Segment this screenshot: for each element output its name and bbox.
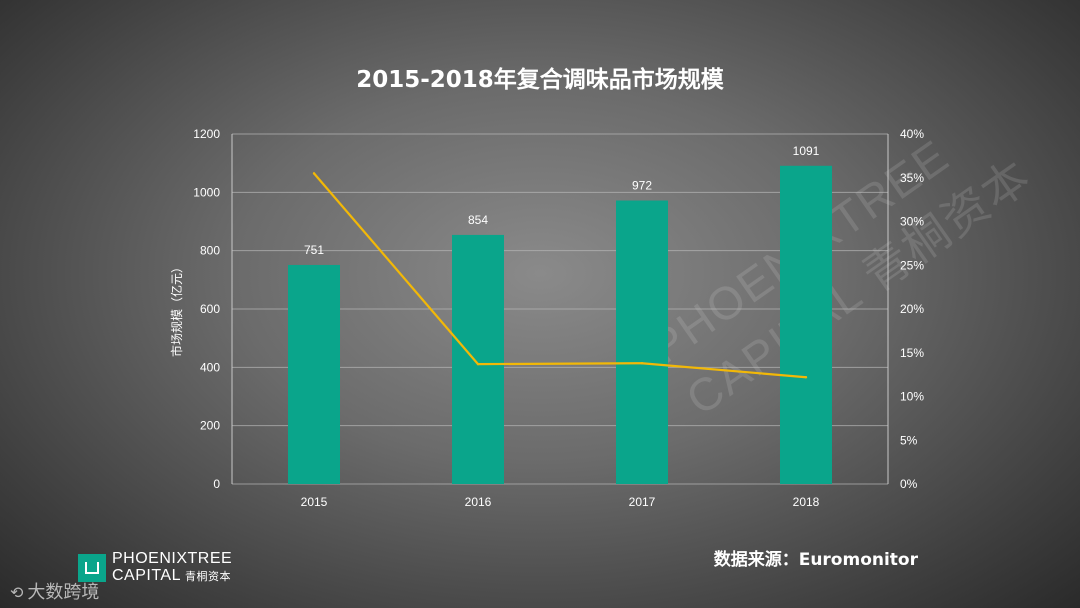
chart-title: 2015-2018年复合调味品市场规模 — [356, 67, 724, 93]
y-tick-label: 400 — [200, 360, 220, 374]
bar-data-label: 751 — [304, 243, 324, 257]
logo-line1: PHOENIXTREE — [112, 550, 233, 567]
y-tick-label: 800 — [200, 244, 220, 258]
growth-line-point — [640, 362, 644, 365]
logo-line2: CAPITAL 青桐资本 — [112, 567, 232, 585]
growth-line-point — [312, 172, 316, 175]
watermark-logo-icon: ⟲ — [10, 583, 24, 602]
logo-text: PHOENIXTREE CAPITAL 青桐资本 — [112, 550, 232, 585]
y2-tick-label: 15% — [900, 346, 924, 360]
bar — [780, 165, 832, 484]
x-tick-label: 2018 — [793, 495, 820, 509]
y-tick-label: 1000 — [193, 185, 220, 199]
y2-tick-label: 5% — [900, 433, 918, 447]
source-label: 数据来源：Euromonitor — [713, 550, 918, 570]
company-logo: PHOENIXTREE CAPITAL 青桐资本 — [78, 550, 232, 585]
bar — [452, 234, 504, 484]
x-tick-label: 2016 — [465, 495, 492, 509]
logo-line2-cn: 青桐资本 — [185, 570, 231, 583]
x-tick-label: 2017 — [629, 495, 656, 509]
y2-tick-label: 35% — [900, 171, 924, 185]
y-axis-label: 市场规模（亿元） — [169, 261, 184, 357]
y-tick-label: 0 — [213, 477, 220, 491]
y2-tick-label: 10% — [900, 390, 924, 404]
bar-data-label: 972 — [632, 179, 652, 193]
y2-tick-label: 0% — [900, 477, 918, 491]
watermark-bottom: ⟲ 大数跨境 — [10, 578, 99, 604]
logo-line2-en: CAPITAL — [112, 567, 181, 584]
y2-tick-label: 30% — [900, 215, 924, 229]
growth-line — [313, 172, 807, 379]
bar-data-label: 1091 — [793, 144, 820, 158]
y2-tick-label: 25% — [900, 258, 924, 272]
bar — [288, 264, 340, 484]
logo-mark-icon — [78, 553, 106, 582]
growth-line-point — [476, 362, 480, 366]
bar-data-label: 854 — [468, 213, 488, 227]
watermark-bottom-text: 大数跨境 — [27, 582, 100, 603]
y-tick-label: 1200 — [193, 127, 220, 141]
y-tick-label: 600 — [200, 302, 220, 316]
y-tick-label: 200 — [200, 419, 220, 433]
growth-line-point — [804, 376, 808, 379]
bar — [616, 200, 668, 484]
y2-tick-label: 40% — [900, 127, 924, 141]
y2-tick-label: 20% — [900, 302, 924, 316]
x-tick-label: 2015 — [301, 495, 328, 509]
